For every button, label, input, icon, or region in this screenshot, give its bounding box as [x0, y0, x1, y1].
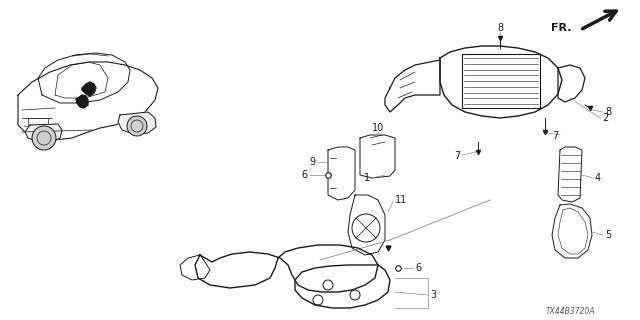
Text: 8: 8: [497, 23, 503, 33]
Text: 6: 6: [415, 263, 421, 273]
Text: TX44B3720A: TX44B3720A: [545, 308, 595, 316]
Text: 7: 7: [552, 131, 558, 141]
Text: FR.: FR.: [552, 23, 572, 33]
Polygon shape: [82, 82, 96, 96]
Text: 10: 10: [372, 123, 384, 133]
Bar: [462, 54, 540, 108]
Circle shape: [127, 116, 147, 136]
Polygon shape: [118, 112, 156, 134]
Polygon shape: [25, 124, 62, 142]
Text: 4: 4: [595, 173, 601, 183]
Bar: [28, 118, 48, 128]
Text: 5: 5: [605, 230, 611, 240]
Text: 6: 6: [302, 170, 308, 180]
Text: 9: 9: [309, 157, 315, 167]
Text: 2: 2: [602, 113, 608, 123]
Text: 3: 3: [430, 290, 436, 300]
Circle shape: [32, 126, 56, 150]
Text: 8: 8: [605, 107, 611, 117]
Text: 7: 7: [454, 151, 460, 161]
Text: 11: 11: [395, 195, 407, 205]
Polygon shape: [76, 95, 88, 108]
Text: 1: 1: [364, 173, 370, 183]
